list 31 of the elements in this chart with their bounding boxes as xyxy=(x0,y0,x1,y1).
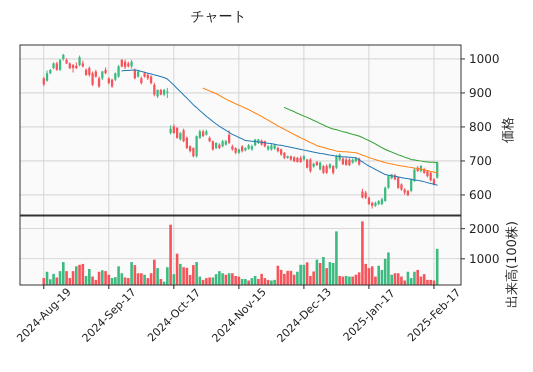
candlestick xyxy=(101,70,104,81)
y-axis-title: 価格 xyxy=(501,117,516,143)
y-tick-label: 600 xyxy=(469,188,492,202)
y-tick-label: 700 xyxy=(469,154,492,168)
candlestick xyxy=(212,140,214,152)
candlestick xyxy=(326,164,328,174)
candlestick xyxy=(430,171,432,182)
line-series xyxy=(121,69,438,186)
y-tick-label: 800 xyxy=(469,120,492,134)
y-tick-label: 2000 xyxy=(469,222,500,236)
candlestick xyxy=(78,55,81,67)
chart-title: チャート xyxy=(190,9,246,25)
candlestick xyxy=(332,164,334,176)
candlestick xyxy=(110,78,114,88)
candlestick xyxy=(397,176,400,190)
candlestick xyxy=(42,76,45,87)
y-tick-label: 1000 xyxy=(469,252,500,266)
candlestick xyxy=(166,87,168,99)
candlestick xyxy=(436,161,438,180)
line-series xyxy=(284,107,438,164)
candlestick xyxy=(306,158,308,169)
candlestick xyxy=(169,124,172,135)
y-tick-label: 1000 xyxy=(469,52,500,66)
candlestick xyxy=(153,82,156,97)
y-axis-title: 出来高(100株) xyxy=(504,221,520,308)
candlestick xyxy=(134,68,136,80)
candlestick xyxy=(56,61,58,72)
candlestick xyxy=(192,146,194,158)
y-tick-label: 900 xyxy=(469,86,492,100)
line-series xyxy=(202,88,438,174)
candlestick xyxy=(228,130,230,144)
